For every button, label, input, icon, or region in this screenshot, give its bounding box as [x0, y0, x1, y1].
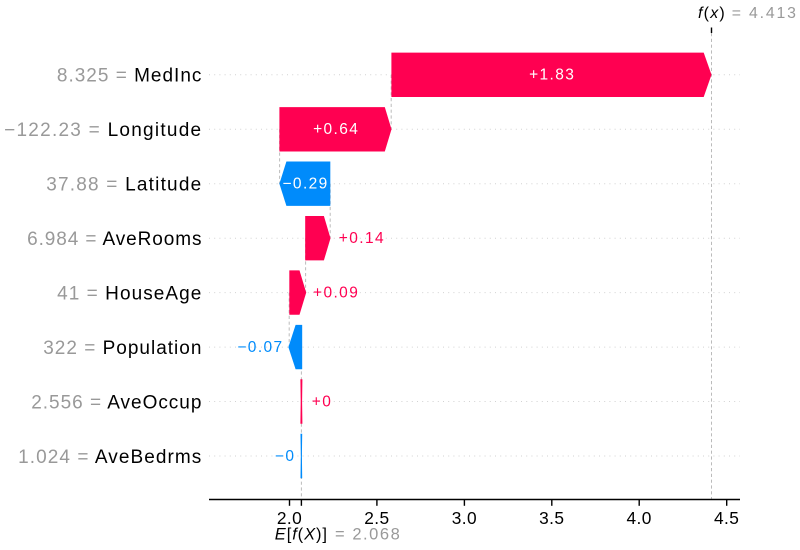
- svg-text:37.88 = Latitude: 37.88 = Latitude: [46, 175, 202, 196]
- svg-text:= 4.413: = 4.413: [732, 5, 798, 22]
- svg-text:f(x): f(x): [698, 5, 726, 22]
- svg-text:2.556 = AveOccup: 2.556 = AveOccup: [31, 392, 202, 413]
- svg-text:3.0: 3.0: [452, 508, 477, 528]
- svg-text:8.325 = MedInc: 8.325 = MedInc: [57, 66, 203, 87]
- svg-text:−0.07: −0.07: [237, 339, 283, 356]
- svg-text:+0: +0: [312, 393, 332, 410]
- svg-text:+0.09: +0.09: [313, 285, 359, 302]
- svg-text:3.5: 3.5: [539, 508, 564, 528]
- svg-text:+0.14: +0.14: [339, 230, 385, 247]
- svg-text:+1.83: +1.83: [529, 67, 575, 84]
- svg-text:6.984 = AveRooms: 6.984 = AveRooms: [27, 229, 202, 250]
- svg-text:2.5: 2.5: [364, 508, 389, 528]
- svg-text:322 = Population: 322 = Population: [43, 338, 202, 359]
- svg-text:1.024 = AveBedrms: 1.024 = AveBedrms: [18, 447, 202, 468]
- svg-text:41 = HouseAge: 41 = HouseAge: [57, 283, 202, 304]
- svg-text:−0.29: −0.29: [282, 176, 328, 193]
- svg-text:2.0: 2.0: [277, 508, 302, 528]
- svg-text:−0: −0: [275, 448, 295, 465]
- svg-text:= 2.068: = 2.068: [335, 526, 401, 544]
- svg-text:+0.64: +0.64: [313, 121, 359, 138]
- svg-text:4.5: 4.5: [714, 508, 739, 528]
- svg-text:4.0: 4.0: [627, 508, 652, 528]
- svg-text:E[f(X)]: E[f(X)]: [275, 526, 328, 544]
- svg-text:−122.23 = Longitude: −122.23 = Longitude: [4, 120, 202, 141]
